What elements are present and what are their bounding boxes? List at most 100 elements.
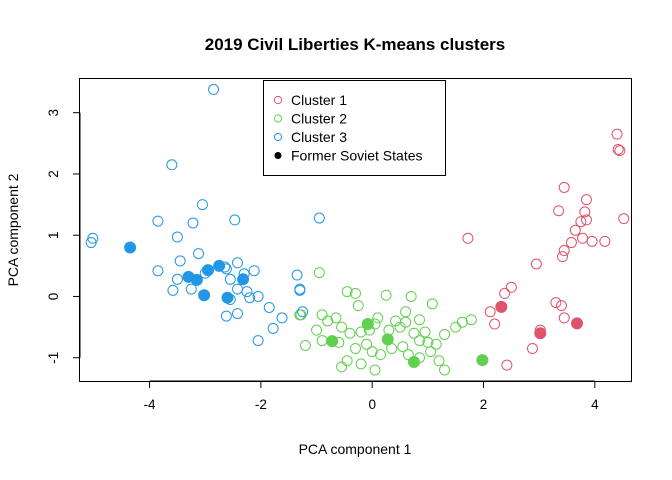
data-point [350, 343, 361, 355]
data-point [400, 306, 412, 318]
data-point [526, 343, 538, 355]
data-point [439, 364, 451, 376]
soviet-state-point [407, 356, 420, 369]
data-point [372, 312, 384, 324]
soviet-state-point [495, 300, 508, 313]
y-tick-label: 1 [46, 231, 61, 239]
data-point [316, 335, 328, 347]
data-point [352, 300, 364, 312]
legend-marker [274, 152, 282, 159]
data-point [355, 358, 367, 370]
soviet-state-point [213, 259, 226, 272]
data-point [174, 255, 186, 267]
legend: Cluster 1 Cluster 2 Cluster 3 Former Soviet… [263, 80, 446, 176]
legend-entry-label: Cluster 1 [291, 92, 347, 108]
data-point [232, 257, 244, 269]
data-point [167, 284, 179, 296]
data-point [405, 290, 417, 302]
x-tick-label: 0 [368, 397, 376, 412]
data-point [229, 214, 241, 226]
data-point [267, 322, 279, 334]
data-point [557, 251, 569, 263]
data-point [196, 199, 208, 211]
data-point [569, 224, 581, 236]
data-point [193, 248, 205, 260]
data-point [297, 306, 309, 318]
data-point [380, 289, 392, 301]
data-point [565, 237, 577, 249]
soviet-state-point [326, 335, 339, 348]
data-point [369, 364, 381, 376]
soviet-state-point [198, 289, 211, 302]
data-point [505, 281, 517, 293]
data-point [580, 194, 592, 206]
soviet-state-point [124, 241, 137, 254]
data-point [612, 143, 624, 155]
data-point [530, 258, 542, 270]
data-point [166, 159, 178, 171]
x-tick-label: 4 [591, 397, 599, 412]
data-point [85, 237, 97, 249]
data-point [558, 181, 570, 193]
data-point [187, 217, 199, 229]
data-point [430, 338, 442, 350]
y-tick-label: 0 [46, 293, 61, 301]
data-point [419, 326, 431, 338]
data-point [316, 309, 328, 321]
data-point [252, 290, 264, 302]
data-point [220, 310, 232, 322]
data-point [599, 235, 611, 247]
data-point [341, 286, 353, 298]
data-point [555, 300, 567, 312]
x-tick-label: 2 [480, 397, 488, 412]
data-point [397, 341, 409, 353]
data-point [450, 321, 462, 333]
data-point [355, 326, 367, 338]
data-point [499, 287, 511, 299]
soviet-state-point [221, 291, 234, 304]
data-point [232, 283, 244, 295]
data-point [361, 338, 373, 350]
x-axis-label: PCA component 1 [299, 441, 412, 457]
series-cluster-2 [294, 267, 489, 376]
data-point [558, 245, 570, 257]
data-point [618, 213, 630, 225]
y-axis-label: PCA component 2 [5, 173, 21, 286]
data-point [614, 145, 626, 157]
soviet-state-point [534, 327, 547, 340]
y-tick-label: 3 [46, 109, 61, 117]
data-point [501, 359, 513, 371]
data-point [311, 324, 323, 336]
data-point [336, 321, 348, 333]
data-point [299, 339, 311, 351]
data-point [241, 286, 253, 298]
data-point [577, 232, 589, 244]
data-point [408, 327, 420, 339]
data-point [208, 83, 220, 95]
data-point [171, 273, 183, 285]
data-point [171, 231, 183, 243]
data-point [152, 215, 164, 227]
data-point [330, 312, 342, 324]
data-point [344, 327, 356, 339]
soviet-state-point [476, 354, 489, 367]
data-point [462, 232, 474, 244]
data-point [550, 297, 562, 309]
data-point [553, 205, 565, 217]
data-point [350, 287, 361, 299]
data-point [586, 235, 598, 247]
data-point [185, 283, 197, 295]
x-axis: -4 -2 0 2 4 [144, 380, 599, 412]
legend-marker [273, 114, 283, 123]
data-point [402, 349, 414, 361]
data-point [575, 216, 587, 228]
legend-marker [273, 132, 283, 142]
y-tick-label: -1 [46, 352, 61, 364]
legend-entry-label: Former Soviet States [291, 148, 423, 164]
data-point [426, 298, 438, 310]
y-axis: -1 0 1 2 3 [46, 109, 81, 364]
data-point [580, 214, 592, 226]
data-point [224, 273, 236, 285]
data-point [489, 318, 501, 330]
